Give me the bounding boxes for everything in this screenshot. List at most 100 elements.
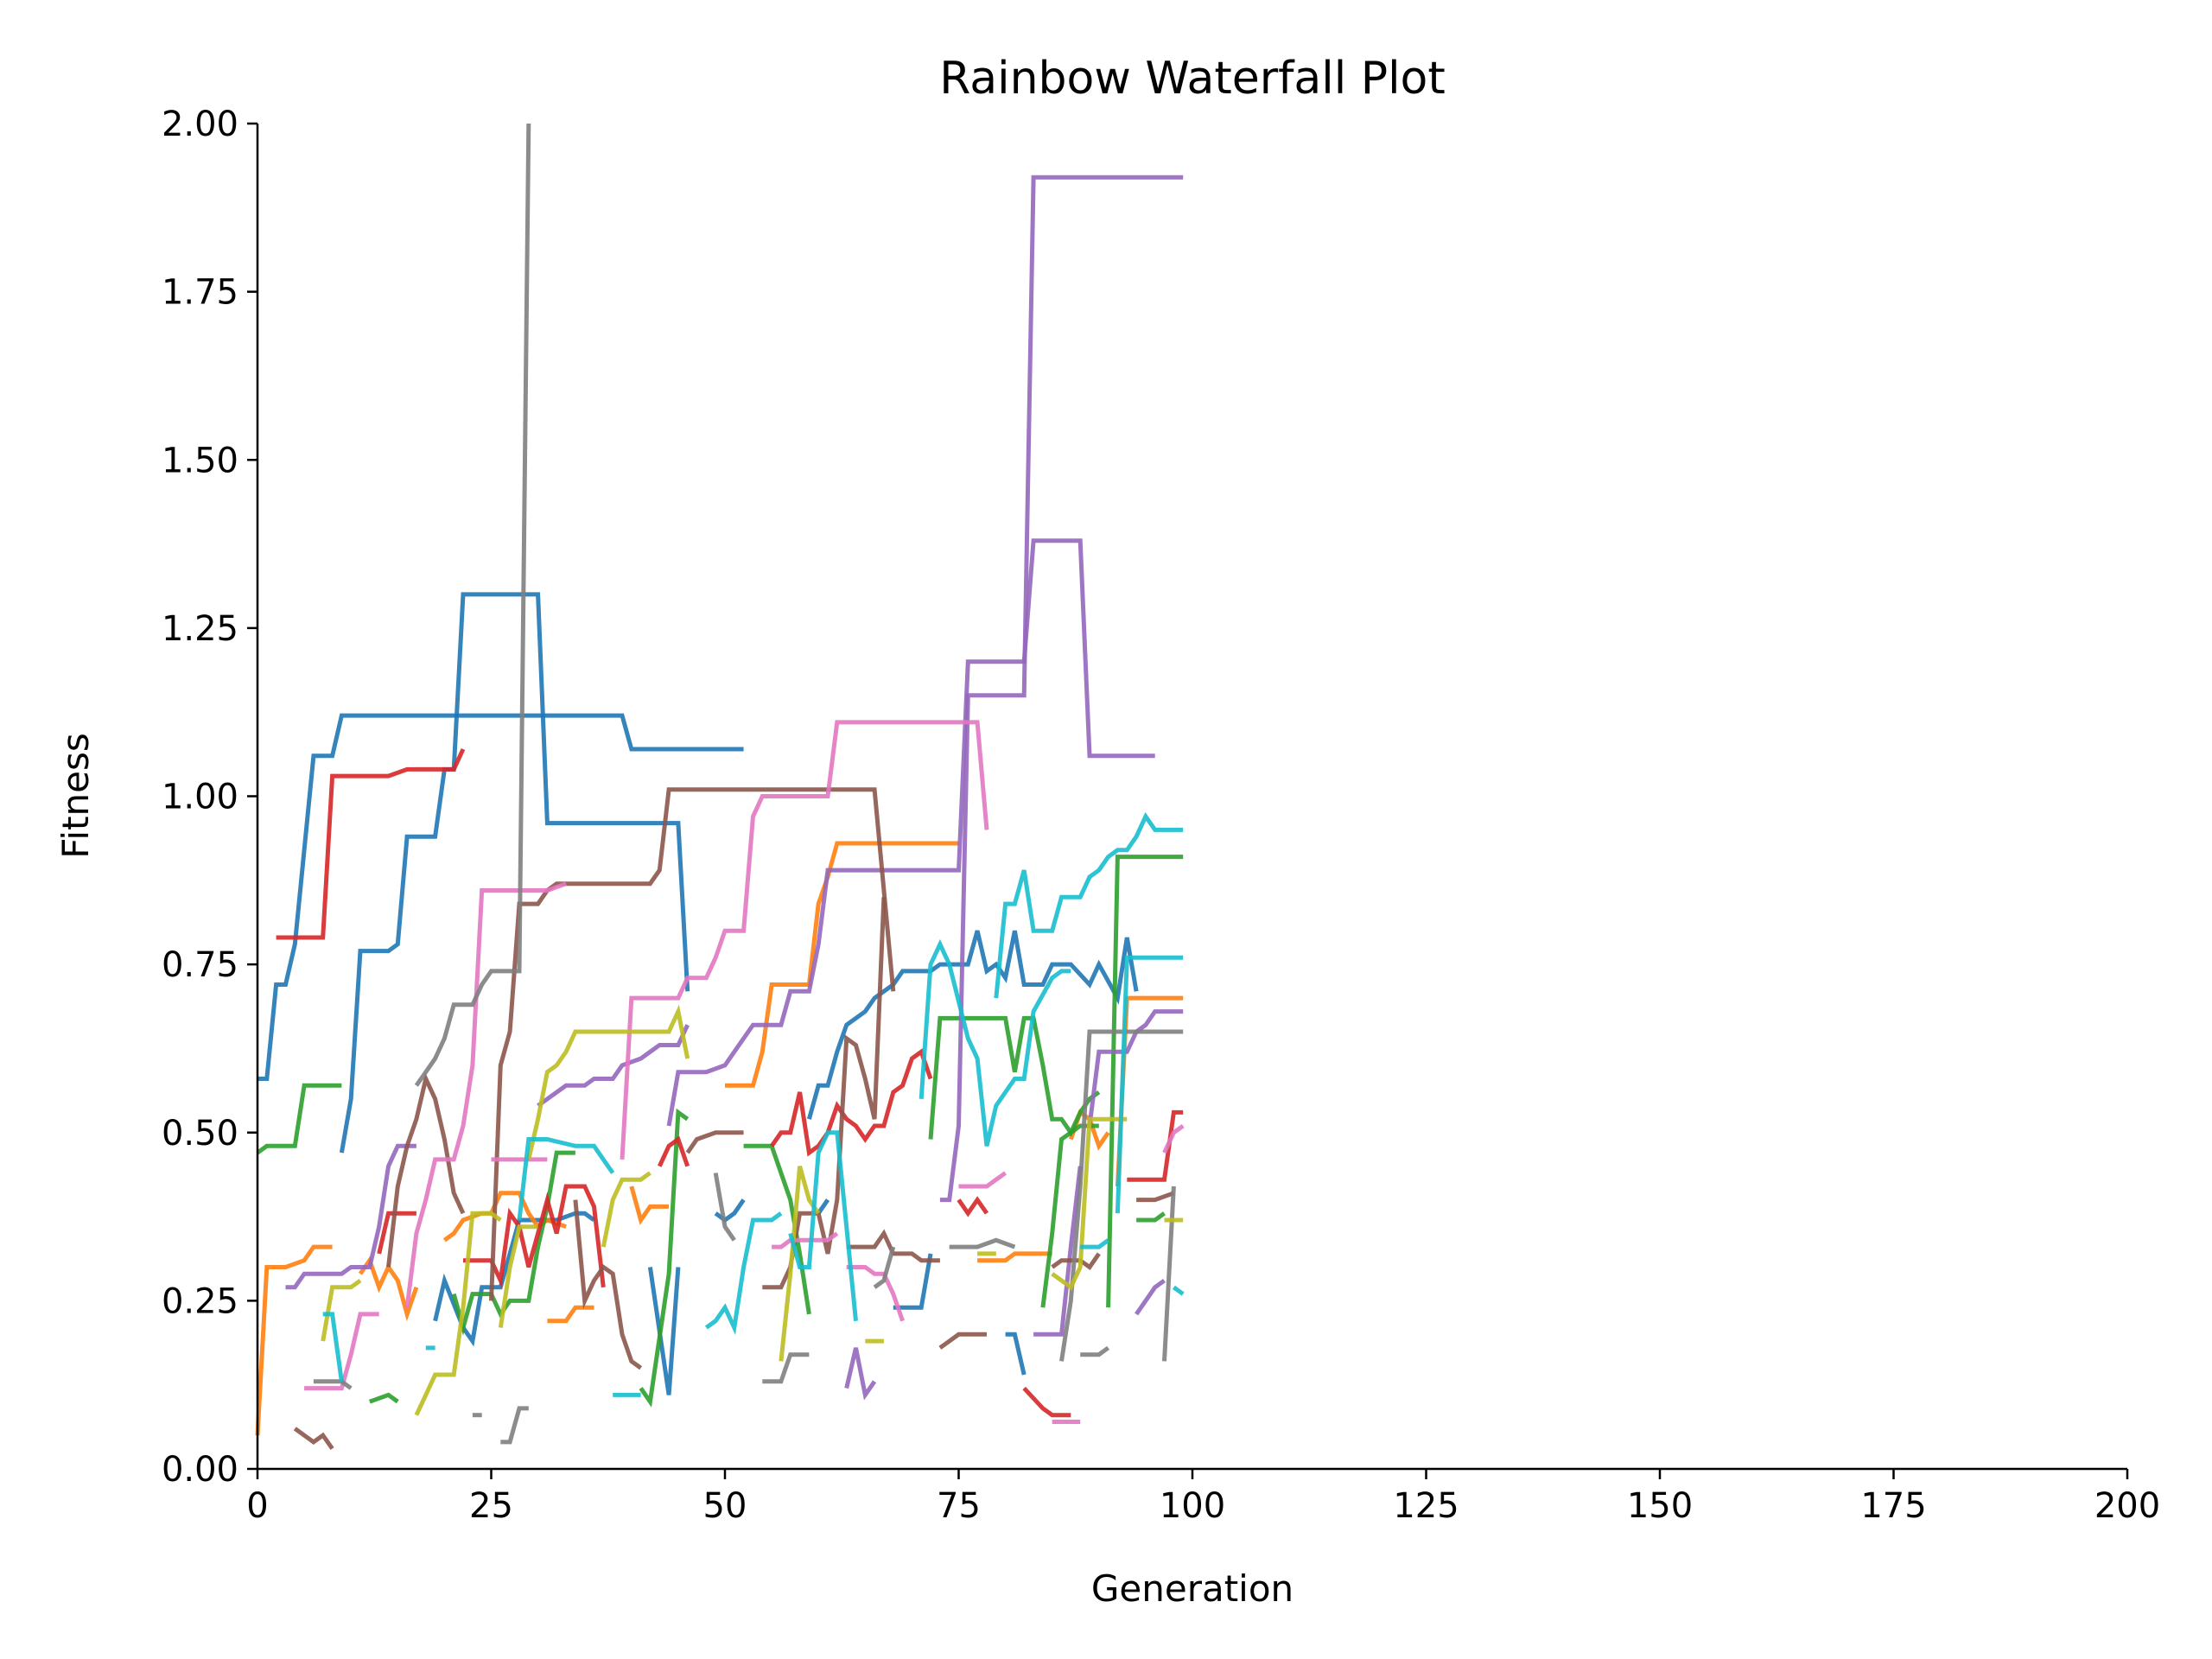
series-line-91	[1080, 1238, 1110, 1249]
series-line-54	[404, 881, 567, 1308]
series-line-47	[685, 1130, 744, 1154]
series-line-74	[414, 1211, 502, 1416]
series-line-44	[386, 1071, 466, 1268]
series-line-43	[293, 1427, 334, 1451]
series-line-89	[918, 938, 1071, 1147]
series-line-1	[339, 592, 690, 1154]
series-line-19	[368, 1392, 399, 1404]
series-line-29	[463, 1184, 606, 1288]
y-tick-label-5: 1.25	[162, 609, 238, 649]
series-line-49	[846, 1229, 940, 1263]
series-line-77	[601, 1171, 652, 1248]
y-tick-label-4: 1.00	[162, 778, 238, 817]
series-line-37	[666, 538, 1155, 1127]
series-line-40	[1087, 1009, 1184, 1127]
series-line-26	[1136, 1211, 1166, 1223]
series-line-57	[772, 1231, 839, 1249]
series-line-90	[994, 811, 1184, 999]
series-line-58	[846, 1265, 905, 1322]
x-tick-label-2: 50	[703, 1486, 747, 1526]
series-line-25	[1106, 855, 1184, 1308]
series-line-30	[658, 1135, 690, 1167]
y-axis-label: Fitness	[54, 733, 97, 858]
series-line-76	[526, 1004, 690, 1160]
series-line-9	[255, 1244, 333, 1436]
series-line-63	[414, 123, 531, 1087]
x-tick-label-3: 75	[937, 1486, 981, 1526]
series-line-39	[1033, 1166, 1083, 1337]
series-line-56	[620, 720, 989, 1160]
series-line-70	[1059, 1029, 1184, 1362]
series-line-21	[639, 1108, 690, 1408]
y-tick-label-0: 0.00	[162, 1450, 238, 1490]
series-line-66	[713, 1173, 736, 1242]
series-line-45	[489, 787, 896, 1301]
series-line-17	[1115, 995, 1184, 1187]
series-line-83	[322, 1312, 344, 1382]
series-line-71	[1080, 1345, 1110, 1357]
series-line-93	[1172, 1285, 1185, 1296]
series-line-52	[1136, 1191, 1175, 1203]
series-line-38	[939, 175, 1184, 1203]
y-tick-label-1: 0.25	[162, 1281, 238, 1321]
series-line-0	[257, 713, 744, 1081]
series-line-85	[517, 1137, 615, 1221]
y-tick-label-2: 0.50	[162, 1114, 238, 1154]
series-line-42	[844, 1347, 877, 1401]
series-line-18	[256, 1083, 342, 1155]
series-line-87	[704, 1211, 783, 1336]
series-line-27	[276, 747, 466, 940]
series-line-8	[817, 1198, 830, 1215]
series-line-12	[547, 1305, 594, 1324]
series-line-15	[977, 1251, 1052, 1263]
series-line-14	[725, 841, 959, 1088]
series-line-48	[762, 897, 887, 1290]
series-line-28	[377, 1211, 416, 1255]
series-line-92	[1115, 955, 1184, 1214]
x-tick-label-0: 0	[246, 1486, 268, 1526]
series-line-53	[304, 1312, 379, 1391]
series-line-41	[1135, 1278, 1166, 1316]
series-line-20	[451, 1150, 575, 1336]
series-line-75	[498, 1224, 538, 1328]
x-tick-label-7: 175	[1860, 1486, 1926, 1526]
series-line-13	[629, 1185, 670, 1225]
series-line-61	[1162, 1123, 1185, 1154]
series-line-7	[1005, 1332, 1027, 1376]
series-line-34	[1127, 1109, 1184, 1182]
chart-title: Rainbow Waterfall Plot	[939, 53, 1445, 105]
series-line-81	[1051, 1116, 1128, 1291]
series-line-50	[938, 1332, 987, 1350]
x-tick-label-4: 100	[1160, 1486, 1225, 1526]
series-layer	[255, 123, 1185, 1451]
y-tick-label-8: 2.00	[162, 105, 238, 144]
series-line-33	[1022, 1386, 1071, 1418]
series-line-31	[770, 1048, 933, 1157]
series-line-65	[500, 1406, 529, 1445]
x-tick-label-1: 25	[469, 1486, 513, 1526]
series-line-67	[762, 1352, 810, 1384]
y-tick-label-6: 1.50	[162, 441, 238, 480]
y-tick-label-3: 0.75	[162, 945, 238, 985]
series-line-6	[647, 1267, 681, 1395]
series-line-5	[714, 1198, 746, 1224]
series-line-35	[285, 1143, 416, 1290]
x-tick-label-8: 200	[2094, 1486, 2160, 1526]
x-tick-label-5: 125	[1393, 1486, 1459, 1526]
y-tick-label-7: 1.75	[162, 273, 238, 313]
x-axis-label: Generation	[1091, 1567, 1294, 1610]
series-line-23	[928, 1015, 1101, 1140]
series-line-68	[873, 1246, 896, 1289]
series-line-88	[788, 1130, 858, 1321]
series-line-72	[1162, 1185, 1176, 1362]
series-line-59	[958, 1171, 1007, 1189]
series-line-46	[573, 1199, 643, 1370]
ticks-layer: 0 25 50 75 100 125 150 175 200 0.00 0.25 0.50 0.75 1.…	[162, 105, 2160, 1526]
series-line-32	[957, 1196, 989, 1217]
series-line-4	[893, 1253, 933, 1310]
series-line-36	[537, 1024, 690, 1108]
x-tick-label-6: 150	[1627, 1486, 1693, 1526]
series-line-22	[743, 1143, 811, 1315]
series-line-69	[949, 1237, 1016, 1249]
